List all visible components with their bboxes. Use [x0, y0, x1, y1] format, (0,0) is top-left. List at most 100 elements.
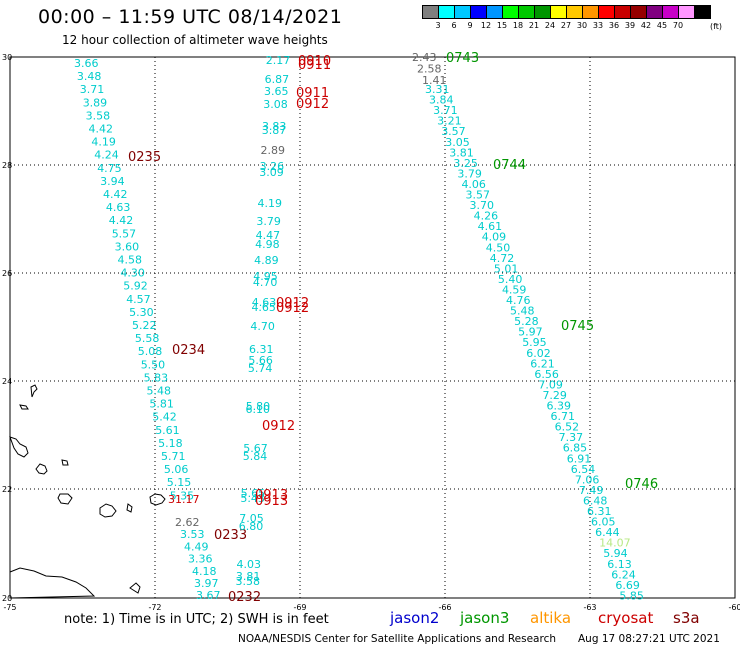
wave-height-value: 3.53	[180, 528, 205, 541]
wave-height-value: 5.43	[240, 492, 265, 505]
color-scale-label: 33	[592, 21, 604, 30]
wave-height-value: 14.07	[599, 537, 631, 550]
island-turks	[126, 503, 133, 513]
wave-height-value: 4.63	[106, 201, 130, 214]
wave-height-value: 3.36	[188, 553, 213, 566]
wave-height-value: 6.24	[611, 568, 636, 581]
wave-height-value: 4.95	[253, 270, 277, 283]
coastline	[9, 384, 166, 599]
altimeter-tracks: 3.663.483.713.893.584.424.194.244.753.94…	[74, 51, 658, 605]
wave-height-value: 3.65	[264, 85, 289, 98]
wave-height-value: 5.80	[246, 400, 271, 413]
pass-time-label: 0911	[298, 58, 331, 73]
island-silver-bank	[149, 493, 166, 506]
wave-height-value: 3.31	[425, 83, 450, 96]
wave-height-value: 5.08	[138, 345, 163, 358]
page-subtitle: 12 hour collection of altimeter wave hei…	[62, 33, 328, 47]
color-scale-label: 39	[624, 21, 636, 30]
wave-height-value: 4.89	[254, 254, 279, 267]
footer-credit: NOAA/NESDIS Center for Satellite Applica…	[238, 633, 556, 645]
wave-height-value: 3.48	[77, 70, 102, 83]
color-scale-bar: 3 6 9 12 15 18 21 24 27 30 33 36 39 42 45 70	[422, 5, 740, 31]
wave-height-value: 3.79	[457, 167, 482, 180]
legend-note: note: 1) Time is in UTC; 2) SWH is in fe…	[64, 612, 329, 627]
island-caicos	[99, 503, 117, 518]
color-scale-label: 6	[451, 21, 457, 30]
wave-height-value: 4.42	[89, 123, 114, 136]
wave-height-value: 3.97	[194, 577, 219, 590]
wave-height-value: 5.01	[494, 262, 518, 275]
axis-tick-labels: 30 28 26 24 22 20-75 -72 -69 -66 -63 -60	[2, 53, 740, 612]
pass-time-label: 0233	[214, 528, 247, 543]
wave-height-value: 4.03	[237, 558, 262, 571]
wave-height-value: 5.48	[510, 305, 535, 318]
wave-height-value: 4.70	[253, 276, 278, 289]
coast-cap-haitien	[129, 582, 141, 594]
lat-tick-label: 20	[2, 594, 12, 603]
wave-height-value: 5.06	[164, 463, 189, 476]
island-long	[9, 436, 29, 458]
wave-height-value: 7.09	[538, 378, 563, 391]
wave-height-value: 5.95	[522, 336, 547, 349]
island-acklins	[35, 463, 48, 475]
wave-height-value: 3.81	[449, 146, 474, 159]
color-swatches	[422, 5, 740, 19]
legend-jason2: jason2	[390, 609, 440, 627]
wave-height-value: 2.89	[261, 144, 286, 157]
pass-time-label: 0232	[228, 590, 261, 605]
wave-height-value: 5.83	[144, 371, 169, 384]
wave-height-value: 4.47	[256, 229, 280, 242]
wave-height-value: 6.52	[555, 421, 580, 434]
color-scale-label: 30	[576, 21, 588, 30]
wave-height-value: 7.06	[575, 473, 600, 486]
legend-cryosat: cryosat	[598, 609, 654, 627]
pass-time-label: 0234	[172, 343, 205, 358]
wave-height-value: 5.15	[167, 476, 192, 489]
island-inagua	[57, 493, 73, 505]
pass-time-label: 0910	[298, 54, 331, 69]
wave-height-value: 6.21	[530, 357, 555, 370]
wave-height-value: 5.81	[149, 398, 174, 411]
wave-height-value: 3.26	[260, 160, 285, 173]
wave-height-value: 5.65	[241, 487, 265, 500]
pass-time-label: 0912	[276, 296, 309, 311]
wave-height-value: 3.83	[262, 120, 287, 133]
wave-height-value: 3.05	[445, 136, 470, 149]
wave-height-value: 6.02	[526, 347, 551, 360]
wave-height-value: 5.85	[619, 589, 644, 602]
wave-height-value: 4.70	[250, 320, 275, 333]
color-scale-label: 18	[512, 21, 524, 30]
color-scale-label: 27	[560, 21, 572, 30]
wave-height-value: 31.17	[168, 493, 200, 506]
legend-jason3: jason3	[460, 609, 510, 627]
wave-height-value: 3.87	[262, 124, 287, 137]
color-scale-label: 70	[672, 21, 684, 30]
wave-height-value: 3.08	[263, 98, 288, 111]
lon-tick-label: -75	[3, 603, 16, 612]
pass-time-label: 0235	[128, 150, 161, 165]
wave-height-value: 5.92	[123, 280, 148, 293]
wave-height-value: 6.80	[239, 520, 263, 533]
wave-height-value: 5.35	[170, 489, 195, 502]
wave-height-value: 4.49	[184, 540, 209, 553]
pass-time-label: 0746	[625, 477, 658, 492]
wave-height-value: 5.97	[518, 326, 543, 339]
wave-height-value: 6.54	[571, 463, 596, 476]
wave-height-value: 5.22	[132, 319, 157, 332]
pass-time-label: 0913	[255, 494, 288, 509]
color-scale-labels: 3 6 9 12 15 18 21 24 27 30 33 36 39 42 45 70	[422, 19, 740, 31]
wave-height-value: 3.58	[236, 575, 260, 588]
color-scale-unit: (ft)	[710, 22, 723, 31]
lat-tick-label: 26	[2, 269, 12, 278]
wave-height-value: 5.84	[243, 450, 267, 463]
wave-height-value: 4.72	[490, 252, 515, 265]
wave-height-value: 3.89	[83, 96, 108, 109]
wave-height-value: 3.71	[433, 104, 458, 117]
wave-height-value: 4.58	[118, 254, 143, 267]
lon-tick-label: -72	[148, 603, 161, 612]
island-exuma	[19, 404, 29, 410]
wave-height-value: 6.13	[607, 558, 632, 571]
wave-height-value: 4.42	[109, 214, 134, 227]
wave-height-value: 7.05	[239, 512, 263, 525]
pass-time-label: 0745	[561, 319, 594, 334]
